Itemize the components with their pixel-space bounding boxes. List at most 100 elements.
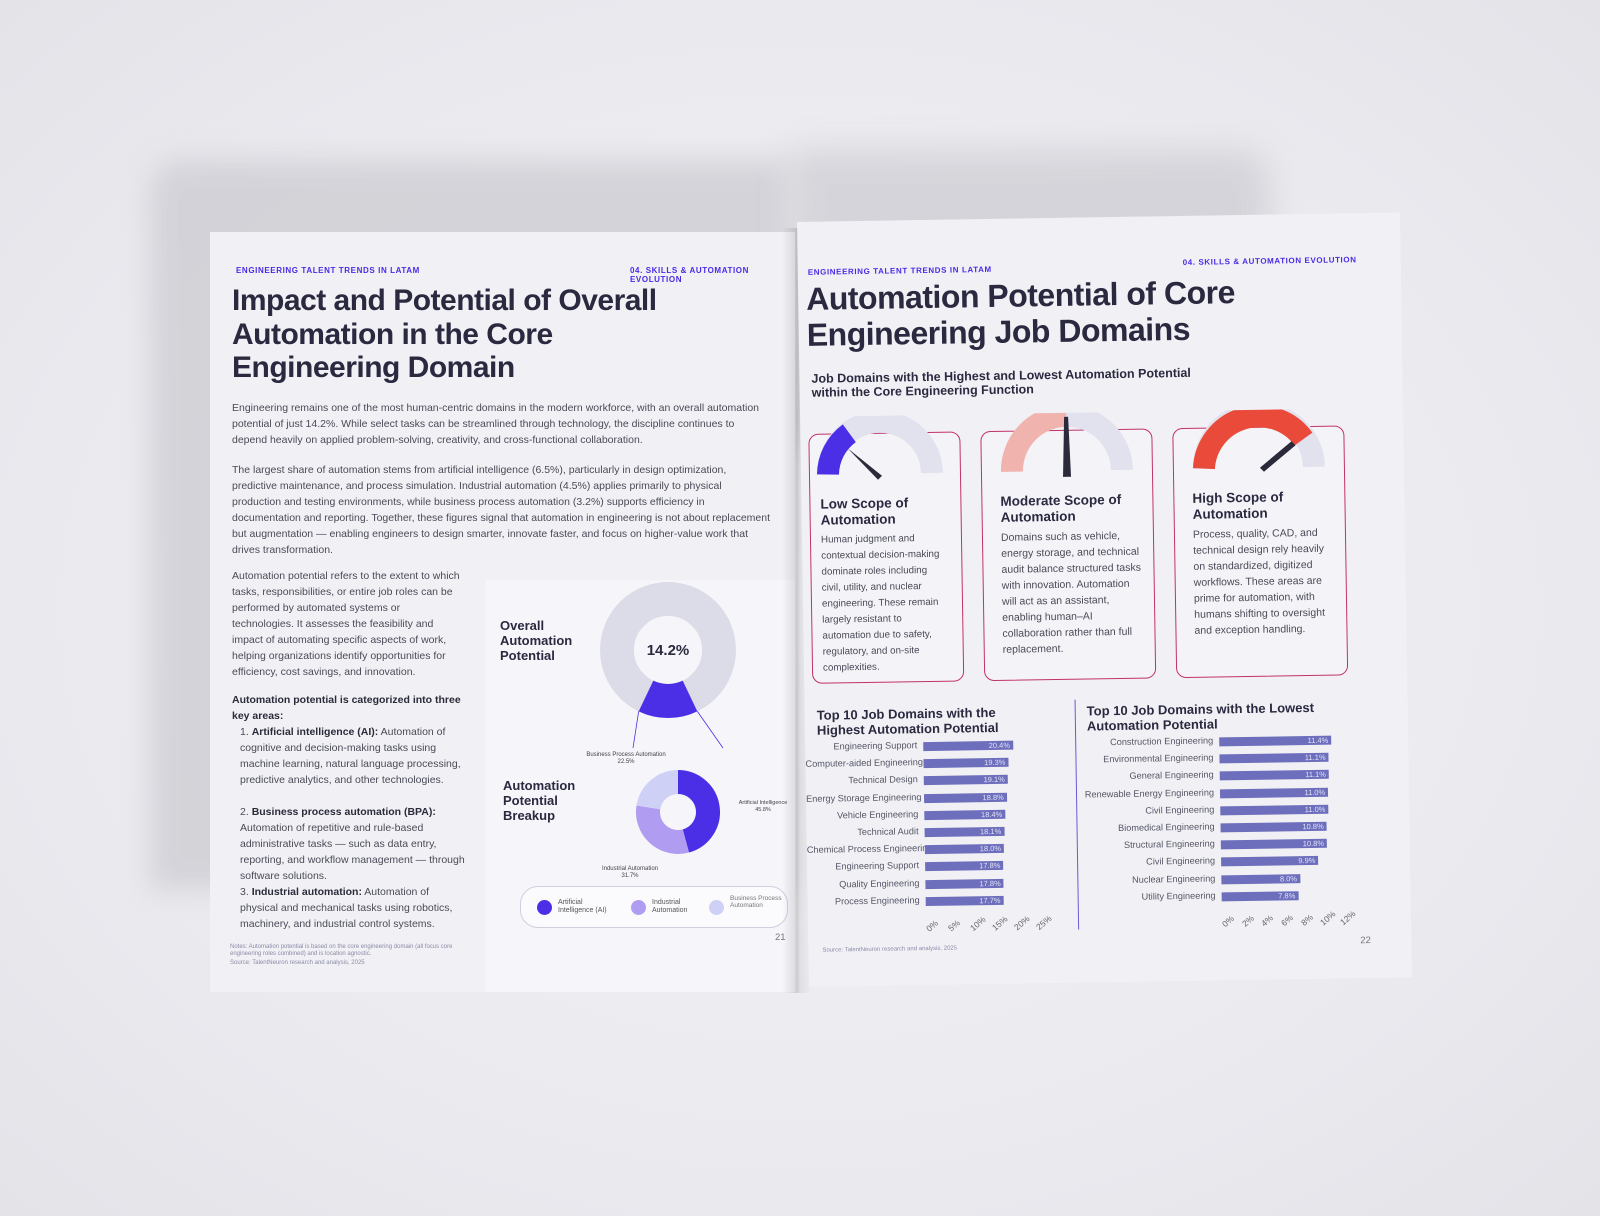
- bar-category-label: Biomedical Engineering: [1117, 821, 1215, 834]
- lowest-automation-bar-chart: Construction Engineering 11.4% Environment…: [1083, 733, 1376, 938]
- connector-line: [697, 711, 724, 749]
- x-tick-label: 0%: [924, 918, 940, 934]
- bar: 17.7%: [925, 895, 1004, 906]
- legend-label-industrial: Industrial Automation: [652, 899, 688, 914]
- x-tick-label: 2%: [1239, 913, 1256, 929]
- ai-callout-label: Artificial Intelligence: [738, 800, 788, 806]
- low-gauge-icon: [816, 414, 943, 480]
- x-tick-label: 15%: [990, 913, 1010, 933]
- card-description: Process, quality, CAD, and technical des…: [1192, 526, 1326, 637]
- bar-value-label: 18.4%: [980, 809, 1003, 819]
- bar: 18.0%: [924, 844, 1005, 855]
- bar-row: Quality Engineering 17.8%: [807, 876, 1039, 894]
- card-description: Human judgment and contextual decision-m…: [820, 533, 940, 674]
- list-description: Automation of cognitive and decision-mak…: [240, 726, 461, 786]
- bar: 20.4%: [923, 740, 1014, 752]
- bar-category-label: Quality Engineering: [839, 877, 920, 890]
- bar-category-label: Civil Engineering: [1145, 804, 1215, 816]
- bar: 18.1%: [924, 826, 1005, 838]
- bar-category-label: Renewable Energy Engineering: [1084, 787, 1215, 800]
- bar-row: Engineering Support 20.4%: [805, 738, 1037, 756]
- running-header-left: ENGINEERING TALENT TRENDS IN LATAM: [807, 264, 992, 277]
- bar-row: Process Engineering 17.7%: [808, 893, 1040, 911]
- bar-value-label: 18.0%: [979, 844, 1002, 854]
- bar-category-label: Structural Engineering: [1123, 838, 1215, 851]
- bar-category-label: General Engineering: [1129, 769, 1214, 782]
- overall-center-label: 14.2%: [647, 642, 690, 659]
- overall-donut-chart: 14.2%: [600, 582, 736, 854]
- bar-row: Civil Engineering 11.0%: [1084, 802, 1342, 820]
- bar-value-label: 19.3%: [984, 757, 1006, 768]
- bar-value-label: 11.0%: [1304, 804, 1326, 814]
- bar-value-label: 8.0%: [1279, 873, 1298, 884]
- list-number: 1.: [240, 726, 249, 738]
- bar-value-label: 20.4%: [988, 740, 1011, 751]
- x-tick-label: 10%: [968, 914, 988, 933]
- bar-row: Vehicle Engineering 18.4%: [806, 807, 1038, 825]
- card-low-scope: Low Scope of Automation Human judgment a…: [808, 414, 965, 684]
- right-page: ENGINEERING TALENT TRENDS IN LATAM 04. S…: [797, 212, 1412, 987]
- bar-value-label: 17.8%: [979, 861, 1001, 871]
- bar-value-label: 7.8%: [1278, 891, 1296, 901]
- moderate-gauge-icon: [1000, 411, 1133, 477]
- bar-value-label: 10.8%: [1302, 821, 1324, 832]
- bar-row: General Engineering 11.1%: [1084, 768, 1342, 786]
- bar-value-label: 11.1%: [1304, 752, 1326, 763]
- highest-automation-bar-chart: Engineering Support 20.4% Computer-aided E…: [805, 738, 1078, 942]
- card-title: High Scope of Automation: [1192, 489, 1284, 522]
- bar-value-label: 11.0%: [1304, 787, 1326, 797]
- card-title: Moderate Scope of Automation: [1000, 491, 1122, 525]
- source-text: Source: TalentNeuron research and analys…: [822, 945, 958, 954]
- breakup-slice-ai: [677, 770, 720, 853]
- x-tick-label: 4%: [1259, 912, 1276, 929]
- bpa-callout-value: 22.5%: [617, 759, 635, 765]
- x-tick-label: 25%: [1034, 913, 1054, 932]
- bar: 19.1%: [923, 775, 1008, 786]
- high-gauge-icon: [1192, 408, 1325, 472]
- bar-category-label: Vehicle Engineering: [837, 808, 919, 821]
- bar-value-label: 19.1%: [983, 775, 1005, 785]
- bpa-callout: Business Process Automation 22.5%: [581, 752, 671, 766]
- overall-label: Overall Automation Potential: [500, 618, 573, 663]
- chart-panel: Overall Automation Potential 14.2% Autom…: [485, 580, 795, 992]
- bar-category-label: Nuclear Engineering: [1132, 873, 1216, 885]
- x-tick-label: 10%: [1318, 908, 1338, 928]
- x-tick-label: 8%: [1298, 912, 1315, 928]
- legend-label-ai: Artificial Intelligence (AI): [558, 899, 607, 914]
- industrial-callout: Industrial Automation 31.7%: [595, 866, 665, 880]
- bar-value-label: 9.9%: [1298, 856, 1316, 866]
- bar-row: Engineering Support 17.8%: [807, 859, 1039, 877]
- list-description: Automation of repetitive and rule-based …: [240, 822, 465, 882]
- legend-label-bpa: Business Process Automation: [730, 895, 782, 909]
- bar-value-label: 18.1%: [979, 826, 1002, 837]
- bar-row: Energy Storage Engineering 18.8%: [806, 790, 1038, 808]
- bar-row: Nuclear Engineering 8.0%: [1085, 871, 1343, 889]
- notes-text: Notes: Automation potential is based on …: [230, 944, 453, 957]
- bar-category-label: Engineering Support: [835, 860, 920, 872]
- page-subtitle: Job Domains with the Highest and Lowest …: [811, 364, 1331, 400]
- bar-category-label: Utility Engineering: [1141, 890, 1216, 902]
- title-line: Automation in the Core: [232, 317, 553, 351]
- title-line: Engineering Job Domains: [806, 310, 1191, 353]
- section-header: 04. SKILLS & AUTOMATION EVOLUTION: [1182, 255, 1357, 267]
- bar-category-label: Technical Design: [848, 774, 918, 786]
- list-term: Industrial automation:: [251, 886, 362, 898]
- donut-legend: Artificial Intelligence (AI) Industrial …: [520, 886, 788, 928]
- ai-callout: Artificial Intelligence 45.8%: [733, 800, 793, 814]
- bar-row: Renewable Energy Engineering 11.0%: [1084, 785, 1342, 803]
- title-line: Impact and Potential of Overall: [232, 284, 657, 317]
- industrial-callout-value: 31.7%: [621, 873, 639, 879]
- bar-category-label: Environmental Engineering: [1103, 752, 1214, 765]
- bpa-callout-label: Business Process Automation: [586, 752, 666, 758]
- bar-category-label: Chemical Process Engineering: [806, 843, 933, 856]
- bar-value-label: 17.8%: [979, 878, 1001, 888]
- bar: 17.8%: [925, 878, 1004, 889]
- connector-line: [632, 711, 640, 749]
- bar: 19.3%: [923, 757, 1009, 769]
- ai-callout-value: 45.8%: [755, 807, 771, 813]
- bar-category-label: Energy Storage Engineering: [805, 791, 922, 804]
- bar-row: Technical Audit 18.1%: [807, 824, 1039, 842]
- legend-swatch-industrial: [631, 900, 646, 915]
- bar-category-label: Construction Engineering: [1109, 735, 1214, 748]
- bar-row: Technical Design 19.1%: [806, 773, 1038, 791]
